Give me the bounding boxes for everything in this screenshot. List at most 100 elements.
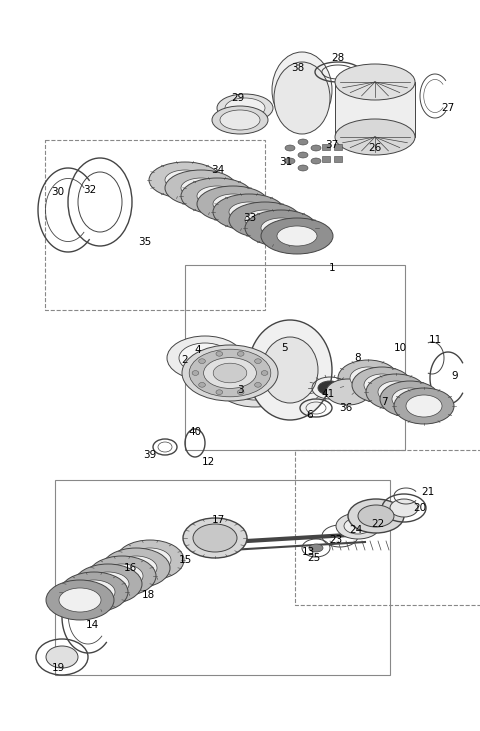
Ellipse shape	[204, 357, 256, 388]
Text: 32: 32	[84, 185, 96, 195]
Bar	[322, 144, 330, 150]
Ellipse shape	[318, 381, 342, 395]
Ellipse shape	[245, 210, 285, 230]
Text: 14: 14	[85, 620, 98, 630]
Ellipse shape	[220, 110, 260, 130]
Text: 23: 23	[329, 535, 343, 545]
Ellipse shape	[179, 343, 231, 373]
Ellipse shape	[237, 352, 244, 356]
Text: 7: 7	[381, 397, 387, 407]
Text: 28: 28	[331, 53, 345, 63]
Ellipse shape	[350, 367, 386, 389]
Text: 18: 18	[142, 590, 155, 600]
Text: 10: 10	[394, 343, 407, 353]
Ellipse shape	[181, 178, 253, 214]
Text: 12: 12	[202, 457, 215, 467]
Ellipse shape	[102, 548, 170, 588]
Text: 38: 38	[291, 63, 305, 73]
Text: 35: 35	[138, 237, 152, 247]
Text: 39: 39	[144, 450, 156, 460]
Ellipse shape	[74, 564, 142, 604]
Text: 15: 15	[179, 555, 192, 565]
Text: 13: 13	[301, 547, 314, 557]
Ellipse shape	[213, 194, 285, 230]
Text: 1: 1	[329, 263, 336, 273]
Ellipse shape	[46, 580, 114, 620]
Bar	[334, 156, 342, 162]
Ellipse shape	[101, 564, 143, 588]
Text: 20: 20	[413, 503, 427, 513]
Ellipse shape	[229, 370, 281, 400]
Bar	[322, 156, 330, 162]
Ellipse shape	[335, 119, 415, 155]
Ellipse shape	[309, 544, 323, 552]
Ellipse shape	[326, 379, 370, 405]
Ellipse shape	[336, 513, 380, 539]
Text: 30: 30	[51, 187, 65, 197]
Ellipse shape	[366, 374, 426, 410]
Ellipse shape	[245, 210, 317, 246]
Ellipse shape	[115, 556, 157, 580]
Ellipse shape	[88, 556, 156, 596]
Ellipse shape	[261, 218, 333, 254]
Ellipse shape	[392, 388, 428, 410]
Ellipse shape	[192, 371, 199, 375]
Text: 26: 26	[368, 143, 382, 153]
Ellipse shape	[254, 359, 261, 363]
Ellipse shape	[216, 352, 223, 356]
Ellipse shape	[285, 145, 295, 151]
Ellipse shape	[352, 367, 412, 403]
Ellipse shape	[298, 152, 308, 158]
Text: 5: 5	[282, 343, 288, 353]
Ellipse shape	[229, 202, 269, 222]
Text: 31: 31	[279, 157, 293, 167]
Ellipse shape	[335, 64, 415, 100]
Ellipse shape	[406, 395, 442, 417]
Ellipse shape	[261, 218, 301, 238]
Ellipse shape	[60, 572, 128, 612]
Text: 3: 3	[237, 385, 243, 395]
Ellipse shape	[199, 359, 205, 363]
Ellipse shape	[254, 382, 261, 387]
Text: 21: 21	[421, 487, 434, 497]
Text: 37: 37	[325, 140, 338, 150]
Ellipse shape	[378, 381, 414, 403]
Ellipse shape	[390, 499, 418, 517]
Ellipse shape	[285, 158, 295, 164]
Text: 2: 2	[182, 355, 188, 365]
Ellipse shape	[59, 588, 101, 612]
Text: 27: 27	[442, 103, 455, 113]
Text: 9: 9	[452, 371, 458, 381]
Text: 16: 16	[123, 563, 137, 573]
Ellipse shape	[197, 186, 269, 222]
Ellipse shape	[262, 337, 318, 403]
Ellipse shape	[165, 170, 205, 190]
Ellipse shape	[87, 572, 129, 596]
Ellipse shape	[165, 170, 237, 206]
Text: 33: 33	[243, 213, 257, 223]
Text: 6: 6	[307, 410, 313, 420]
Ellipse shape	[225, 98, 265, 118]
Ellipse shape	[149, 162, 221, 198]
Polygon shape	[335, 82, 415, 137]
Ellipse shape	[338, 360, 398, 396]
Text: 17: 17	[211, 515, 225, 525]
Text: 8: 8	[355, 353, 361, 363]
Ellipse shape	[311, 145, 321, 151]
Ellipse shape	[182, 345, 278, 401]
Ellipse shape	[216, 390, 223, 395]
Ellipse shape	[311, 158, 321, 164]
Ellipse shape	[237, 390, 244, 395]
Ellipse shape	[380, 381, 440, 417]
Text: 4: 4	[195, 345, 201, 355]
Ellipse shape	[344, 518, 372, 534]
Text: 22: 22	[372, 519, 384, 529]
Ellipse shape	[274, 62, 330, 134]
Ellipse shape	[212, 106, 268, 134]
Ellipse shape	[272, 52, 332, 128]
Ellipse shape	[183, 518, 247, 558]
Ellipse shape	[217, 363, 293, 407]
Ellipse shape	[167, 336, 243, 380]
Ellipse shape	[298, 165, 308, 171]
Ellipse shape	[217, 94, 273, 122]
